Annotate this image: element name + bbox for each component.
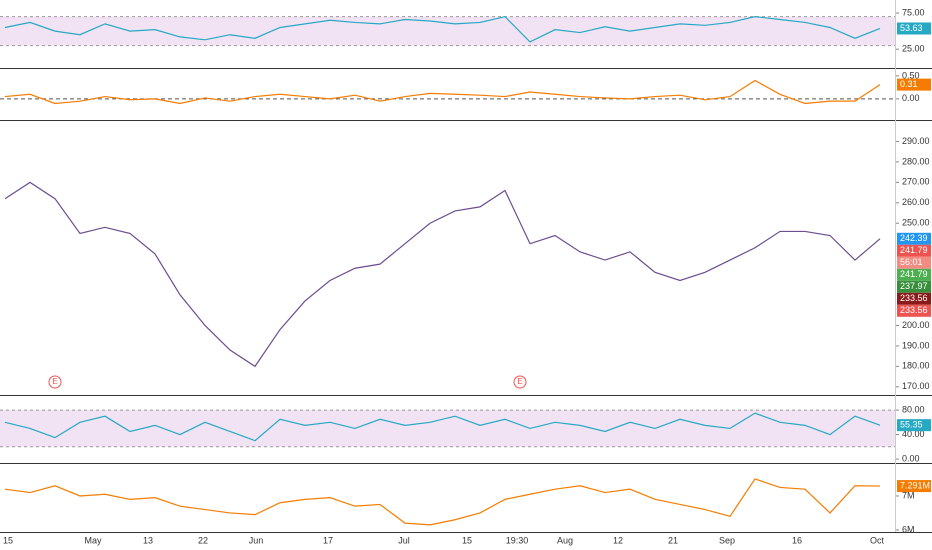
series-line — [4, 412, 881, 442]
price-badge-label: 55.35 — [900, 420, 923, 430]
price-badge-label: 53.63 — [900, 23, 923, 33]
price-badge — [897, 280, 931, 293]
x-tick-label: May — [84, 535, 102, 545]
price-badge-label: 237.97 — [900, 281, 928, 291]
y-tick-label: 280.00 — [902, 156, 930, 166]
y-tick-label: 270.00 — [902, 177, 930, 187]
y-tick-label: 0.00 — [902, 93, 920, 103]
price-badge — [897, 480, 931, 493]
price-badge — [897, 22, 931, 35]
price-badge-label: 56:01 — [900, 257, 923, 267]
x-tick-label: 13 — [143, 535, 153, 545]
series-line — [4, 79, 881, 105]
y-tick-label: 0.00 — [902, 453, 920, 463]
y-tick-label: 260.00 — [902, 197, 930, 207]
price-badge-label: 7.291M — [900, 480, 930, 490]
x-tick-label: 22 — [198, 535, 208, 545]
event-marker — [48, 375, 62, 389]
series-line — [4, 181, 881, 368]
y-tick-label: 0.50 — [902, 70, 920, 80]
x-tick-label: 21 — [668, 535, 678, 545]
price-badge — [897, 268, 931, 281]
y-tick-label: 80.00 — [902, 404, 925, 414]
price-badge — [897, 256, 931, 269]
price-badge-label: 241.79 — [900, 245, 928, 255]
y-tick-label: 190.00 — [902, 340, 930, 350]
series-line — [4, 478, 881, 526]
y-tick-label: 6M — [902, 524, 915, 534]
x-tick-label: 17 — [323, 535, 333, 545]
x-tick-label: Oct — [870, 535, 885, 545]
y-tick-label: 250.00 — [902, 218, 930, 228]
y-tick-label: 40.00 — [902, 429, 925, 439]
x-tick-label: Jul — [398, 535, 410, 545]
event-label: E — [517, 377, 522, 386]
price-badge — [897, 292, 931, 305]
price-badge-label: 0.31 — [900, 79, 918, 89]
price-badge — [897, 419, 931, 432]
x-tick-label: 15 — [3, 535, 13, 545]
x-tick-label: 15 — [462, 535, 472, 545]
series-line — [4, 15, 881, 43]
price-badge-label: 242.39 — [900, 233, 928, 243]
band — [0, 410, 895, 447]
y-tick-label: 290.00 — [902, 136, 930, 146]
y-tick-label: 25.00 — [902, 44, 925, 54]
x-tick-label: Sep — [719, 535, 735, 545]
x-tick-label: Jun — [249, 535, 264, 545]
x-tick-label: 12 — [613, 535, 623, 545]
price-badge-label: 241.79 — [900, 269, 928, 279]
y-tick-label: 180.00 — [902, 361, 930, 371]
event-label: E — [52, 377, 57, 386]
y-tick-label: 170.00 — [902, 381, 930, 391]
price-badge — [897, 244, 931, 257]
band — [0, 16, 895, 46]
y-tick-label: 7M — [902, 490, 915, 500]
y-tick-label: 75.00 — [902, 7, 925, 17]
x-tick-label: 19:30 — [506, 535, 529, 545]
event-marker — [513, 375, 527, 389]
y-tick-label: 200.00 — [902, 320, 930, 330]
price-badge-label: 233.56 — [900, 293, 928, 303]
price-badge — [897, 78, 931, 91]
x-tick-label: 16 — [792, 535, 802, 545]
x-tick-label: Aug — [557, 535, 573, 545]
price-badge — [897, 232, 931, 245]
price-badge — [897, 304, 931, 317]
price-badge-label: 233.56 — [900, 305, 928, 315]
